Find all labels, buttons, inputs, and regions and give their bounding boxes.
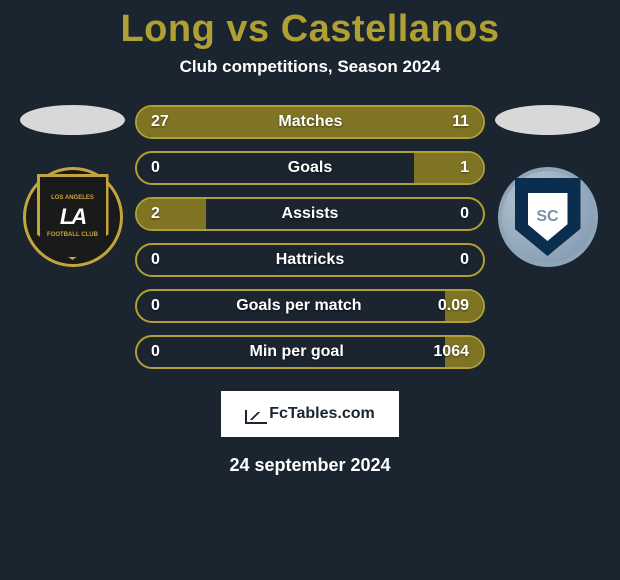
club-text-top: LOS ANGELES bbox=[51, 195, 94, 202]
stat-value-right: 0.09 bbox=[438, 297, 469, 315]
stat-content: 0 Hattricks 0 bbox=[137, 245, 483, 275]
stat-value-left: 0 bbox=[151, 343, 160, 361]
stat-content: 27 Matches 11 bbox=[137, 107, 483, 137]
club-badge-right-inner: SC bbox=[515, 178, 581, 256]
stat-content: 2 Assists 0 bbox=[137, 199, 483, 229]
stat-value-right: 0 bbox=[460, 251, 469, 269]
stat-row: 0 Goals per match 0.09 bbox=[135, 289, 485, 323]
subtitle: Club competitions, Season 2024 bbox=[0, 57, 620, 77]
stat-value-left: 0 bbox=[151, 297, 160, 315]
stat-value-left: 27 bbox=[151, 113, 169, 131]
stat-value-right: 1 bbox=[460, 159, 469, 177]
club-logo-text: LA bbox=[60, 204, 85, 230]
stat-row: 2 Assists 0 bbox=[135, 197, 485, 231]
chart-icon bbox=[245, 404, 265, 424]
stat-value-right: 0 bbox=[460, 205, 469, 223]
stat-label: Assists bbox=[282, 205, 339, 223]
left-player-column: LOS ANGELES LA FOOTBALL CLUB bbox=[20, 105, 125, 267]
main-row: LOS ANGELES LA FOOTBALL CLUB 27Matches11… bbox=[0, 105, 620, 369]
stat-row: 27 Matches 11 bbox=[135, 105, 485, 139]
right-player-column: SC bbox=[495, 105, 600, 267]
brand-text: FcTables.com bbox=[269, 405, 375, 423]
club-text-bottom: FOOTBALL CLUB bbox=[47, 232, 98, 239]
stat-row: 0 Min per goal 1064 bbox=[135, 335, 485, 369]
stat-label: Min per goal bbox=[250, 343, 344, 361]
player-silhouette-left bbox=[20, 105, 125, 135]
stat-value-right: 1064 bbox=[433, 343, 469, 361]
stat-value-left: 0 bbox=[151, 251, 160, 269]
stat-content: 0 Goals 1 bbox=[137, 153, 483, 183]
club-sc-text: SC bbox=[528, 193, 568, 241]
comparison-card: Long vs Castellanos Club competitions, S… bbox=[0, 0, 620, 476]
stat-row: 0 Goals 1 bbox=[135, 151, 485, 185]
stat-content: 0 Min per goal 1064 bbox=[137, 337, 483, 367]
stat-label: Matches bbox=[278, 113, 342, 131]
club-badge-left-inner: LOS ANGELES LA FOOTBALL CLUB bbox=[37, 174, 109, 260]
brand-footer[interactable]: FcTables.com bbox=[221, 391, 399, 437]
stat-row: 0 Hattricks 0 bbox=[135, 243, 485, 277]
stat-content: 0 Goals per match 0.09 bbox=[137, 291, 483, 321]
stat-value-right: 11 bbox=[452, 113, 469, 131]
stat-label: Hattricks bbox=[276, 251, 344, 269]
page-title: Long vs Castellanos bbox=[0, 8, 620, 51]
player-silhouette-right bbox=[495, 105, 600, 135]
stat-value-left: 2 bbox=[151, 205, 160, 223]
stat-label: Goals per match bbox=[236, 297, 361, 315]
stat-value-left: 0 bbox=[151, 159, 160, 177]
footer-date: 24 september 2024 bbox=[0, 455, 620, 476]
club-badge-left: LOS ANGELES LA FOOTBALL CLUB bbox=[23, 167, 123, 267]
stat-label: Goals bbox=[288, 159, 332, 177]
stats-list: 27 Matches 11 0 Goals 1 2 Assists 0 0 Hattricks 0 0 G… bbox=[135, 105, 485, 369]
club-badge-right: SC bbox=[498, 167, 598, 267]
